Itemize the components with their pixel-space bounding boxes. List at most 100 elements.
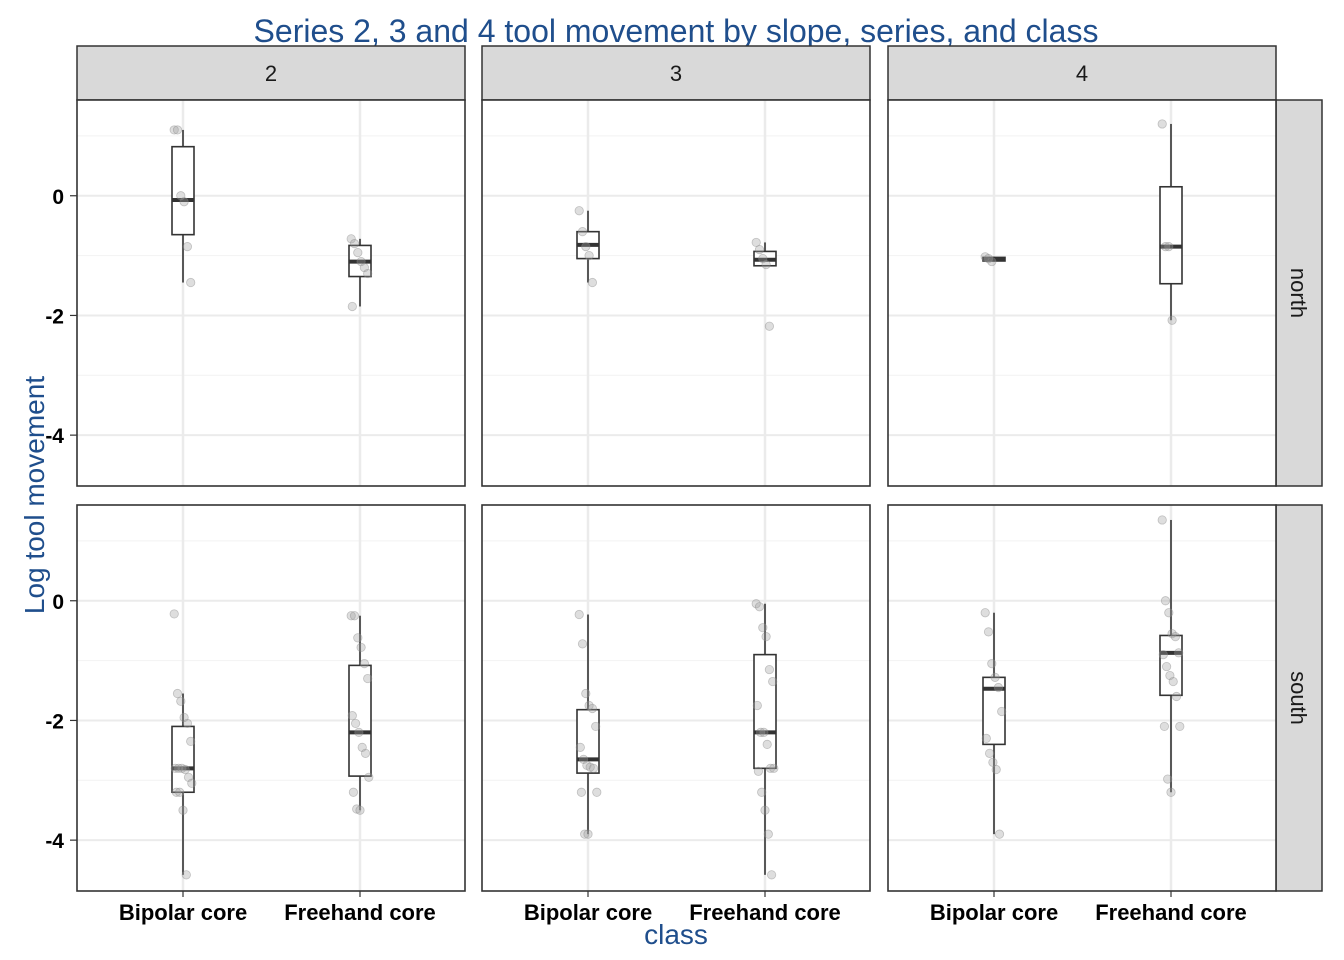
data-point: [1167, 629, 1177, 639]
data-point: [186, 277, 196, 288]
y-tick-label: -2: [45, 710, 64, 733]
data-point: [1157, 515, 1167, 525]
data-point: [1164, 242, 1174, 252]
panel-3-south: [481, 504, 871, 892]
data-point: [581, 242, 591, 252]
chart-title: Series 2, 3 and 4 tool movement by slope…: [254, 13, 1099, 49]
data-point: [171, 787, 181, 797]
data-point: [751, 237, 761, 248]
strip-top-bg: [481, 45, 871, 101]
data-point: [360, 748, 371, 758]
data-point: [354, 727, 364, 738]
box-iqr: [1159, 634, 1183, 697]
panel-4-north: [887, 99, 1277, 487]
data-point: [764, 664, 775, 675]
data-point: [355, 805, 365, 815]
data-point: [348, 787, 358, 797]
data-point: [363, 268, 373, 279]
panel-background: [482, 505, 870, 891]
data-point: [752, 700, 762, 711]
data-point: [178, 805, 188, 815]
panel-background: [888, 505, 1276, 891]
data-point: [347, 301, 357, 312]
data-point: [759, 727, 769, 738]
data-point: [576, 787, 587, 797]
data-point: [1159, 721, 1170, 732]
data-point: [346, 234, 356, 244]
y-tick-label: 0: [52, 591, 64, 614]
strip-top-bg: [887, 45, 1277, 101]
data-point: [574, 609, 584, 620]
data-point: [983, 627, 994, 637]
data-point: [363, 673, 373, 684]
panel-2-south: [76, 504, 466, 892]
data-point: [585, 762, 595, 772]
panel-background: [77, 505, 465, 891]
data-point: [169, 609, 179, 619]
strip-top-label: 4: [1076, 61, 1088, 86]
data-point: [997, 706, 1007, 717]
data-point: [1174, 648, 1184, 658]
x-axis-title: class: [644, 919, 708, 950]
data-point: [987, 256, 997, 267]
panel-4-south: [887, 504, 1277, 892]
data-point: [179, 197, 189, 207]
data-point: [582, 760, 592, 770]
data-point: [181, 870, 191, 880]
data-point: [359, 658, 369, 669]
y-axis-title: Log tool movement: [19, 376, 50, 614]
x-tick-label: Bipolar core: [524, 900, 652, 925]
data-point: [1160, 596, 1171, 606]
data-point: [757, 787, 767, 797]
y-tick-label: 0: [52, 186, 64, 209]
panel-border: [481, 504, 871, 892]
panel-background: [77, 100, 465, 486]
data-point: [356, 256, 366, 267]
data-point: [359, 262, 369, 273]
box-iqr: [576, 708, 600, 774]
data-point: [182, 242, 192, 252]
data-point: [765, 763, 776, 773]
data-point: [179, 712, 189, 723]
data-point: [988, 757, 998, 767]
data-point: [349, 239, 360, 249]
data-point: [766, 870, 777, 880]
x-tick-label: Bipolar core: [930, 900, 1058, 925]
data-point: [578, 754, 589, 764]
box-iqr: [1159, 185, 1183, 285]
x-tick-label: Freehand core: [689, 900, 841, 925]
data-point: [990, 672, 1000, 682]
data-point: [182, 718, 192, 729]
data-point: [574, 206, 584, 216]
data-point: [183, 772, 194, 782]
data-point: [170, 763, 180, 773]
data-point: [186, 736, 196, 746]
panel-2-north: [76, 99, 466, 487]
strip-right-label: north: [1286, 268, 1311, 318]
data-point: [1160, 242, 1171, 252]
panel-border: [887, 504, 1277, 892]
data-point: [762, 739, 772, 749]
data-point: [753, 766, 764, 776]
panel-background: [482, 100, 870, 486]
strip-right-bg: [1275, 504, 1323, 892]
data-point: [980, 608, 990, 618]
data-point: [587, 703, 598, 714]
data-point: [1162, 661, 1172, 672]
data-point: [349, 611, 360, 621]
data-point: [172, 125, 183, 135]
data-point: [991, 764, 1001, 775]
strip-top-label: 3: [670, 61, 682, 86]
data-point: [1166, 787, 1176, 797]
data-point: [169, 125, 179, 135]
data-point: [172, 688, 183, 699]
data-point: [177, 763, 187, 773]
panel-border: [887, 99, 1277, 487]
data-point: [758, 623, 768, 633]
data-point: [751, 599, 761, 609]
data-point: [592, 787, 602, 797]
data-point: [763, 829, 773, 839]
data-point: [994, 829, 1005, 839]
data-point: [581, 688, 591, 699]
